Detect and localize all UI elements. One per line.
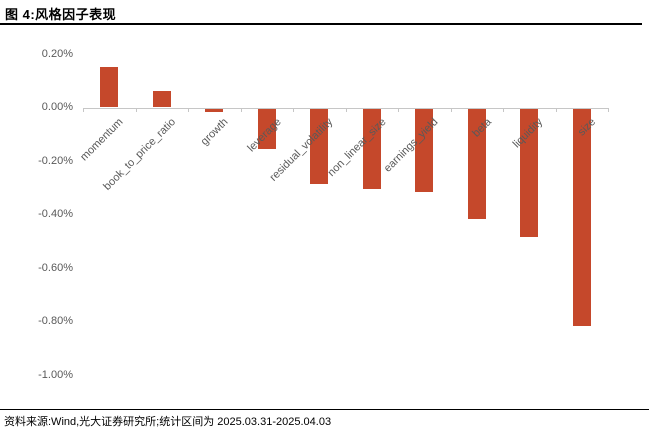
x-axis-tick — [136, 108, 137, 112]
x-axis-tick — [398, 108, 399, 112]
x-axis-tick — [188, 108, 189, 112]
bar-beta — [468, 109, 486, 219]
bar-size — [573, 109, 591, 326]
bar-momentum — [100, 67, 118, 107]
y-axis-tick-label: 0.00% — [41, 101, 73, 113]
bar-earnings_yield — [415, 109, 433, 192]
x-axis-tick — [346, 108, 347, 112]
bar-liquidity — [520, 109, 538, 237]
x-axis-tick — [556, 108, 557, 112]
y-axis-tick-label: -0.80% — [38, 315, 73, 327]
x-axis-tick — [293, 108, 294, 112]
footer-rule — [0, 409, 649, 410]
x-axis-line — [83, 108, 608, 109]
bar-residual_volatility — [310, 109, 328, 184]
x-axis-tick — [608, 108, 609, 112]
source-note: 资料来源:Wind,光大证券研究所;统计区间为 2025.03.31-2025.… — [4, 416, 332, 428]
bar-chart: 0.20% 0.00% -0.20% -0.40% -0.60% -0.80% -1.00%… — [0, 26, 649, 406]
bar-leverage — [258, 109, 276, 149]
y-axis-tick-label: -0.60% — [38, 261, 73, 274]
y-axis-tick-label: 0.20% — [41, 47, 73, 60]
figure-title: 图 4:风格因子表现 — [5, 7, 117, 22]
y-axis-tick-label: -1.00% — [38, 368, 73, 381]
x-axis-tick — [503, 108, 504, 112]
bar-growth — [205, 109, 223, 112]
bar-book_to_price_ratio — [153, 91, 171, 107]
y-axis-tick-label: -0.20% — [38, 154, 73, 167]
x-label-growth: growth — [198, 116, 231, 148]
x-axis-tick — [83, 108, 84, 112]
x-label-momentum: momentum — [78, 116, 126, 164]
y-axis-tick-label: -0.40% — [38, 208, 73, 220]
bar-non_linear_size — [363, 109, 381, 189]
x-axis-tick — [241, 108, 242, 112]
title-rule — [0, 23, 642, 25]
x-axis-tick — [451, 108, 452, 112]
